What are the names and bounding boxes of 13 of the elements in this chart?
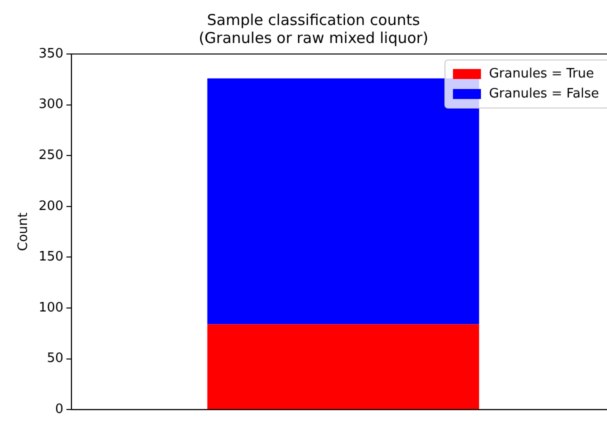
y-tick-label: 100 [38, 300, 64, 316]
legend-label: Granules = True [488, 66, 594, 82]
chart-subtitle: (Granules or raw mixed liquor) [198, 28, 428, 47]
y-tick-label: 0 [55, 402, 64, 417]
y-tick-label: 250 [38, 148, 64, 163]
y-tick-label: 350 [38, 46, 64, 62]
y-axis-title: Count [16, 212, 32, 252]
chart-title: Sample classification counts [207, 10, 420, 29]
legend-label: Granules = False [488, 86, 600, 102]
y-tick-label: 150 [38, 250, 64, 265]
y-tick-label: 300 [38, 97, 64, 112]
y-tick-label: 200 [38, 198, 64, 214]
y-tick-label: 50 [46, 351, 64, 366]
